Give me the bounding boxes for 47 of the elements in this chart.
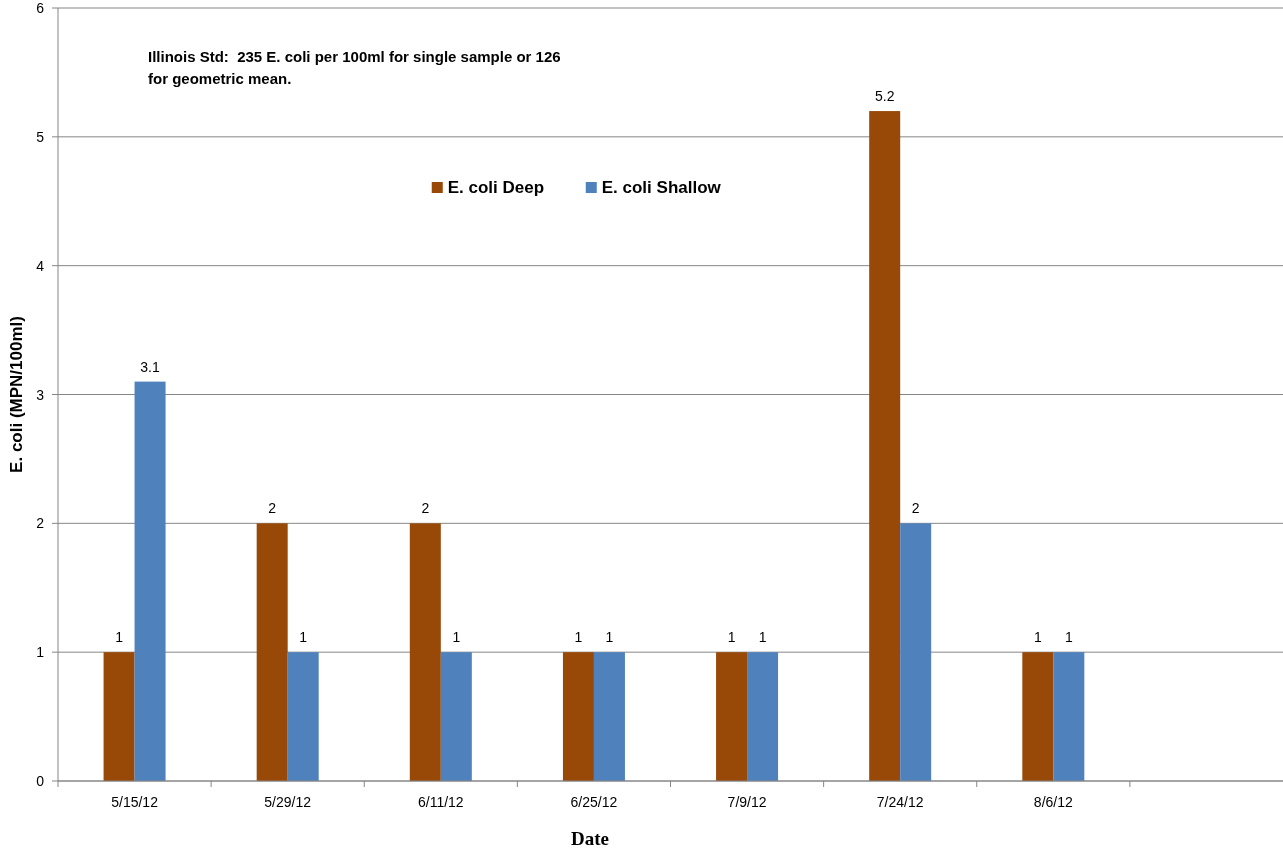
y-tick-label: 5: [36, 128, 45, 145]
legend-label: E. coli Deep: [447, 178, 545, 197]
x-tick-label: 7/9/12: [727, 794, 767, 810]
data-label: 3.1: [140, 358, 160, 375]
x-axis-title: Date: [571, 828, 609, 849]
y-tick-label: 1: [36, 644, 45, 661]
bar: [409, 523, 441, 781]
x-tick-label: 6/25/12: [570, 794, 618, 810]
y-tick-label: 3: [36, 386, 45, 403]
bar: [1053, 652, 1085, 781]
y-tick-label: 0: [36, 773, 45, 789]
bar: [562, 652, 594, 781]
y-tick-label: 4: [36, 257, 45, 274]
bar: [256, 523, 288, 781]
data-label: 2: [268, 500, 277, 517]
data-label: 1: [299, 629, 308, 646]
data-label: 5.2: [874, 88, 895, 105]
data-label: 2: [421, 500, 430, 517]
data-label: 1: [574, 629, 583, 646]
bar: [869, 111, 901, 781]
data-label: 1: [1064, 629, 1073, 646]
y-axis-title: E. coli (MPN/100ml): [7, 316, 26, 473]
bar: [1022, 652, 1054, 781]
legend-label: E. coli Shallow: [601, 178, 722, 197]
annotation: Illinois Std: 235 E. coli per 100ml for single sample or 126 for geometric mean.: [148, 48, 561, 87]
x-tick-label: 5/29/12: [264, 794, 312, 810]
data-label: 1: [605, 629, 614, 646]
bar: [747, 652, 779, 781]
x-tick-label: 7/24/12: [876, 794, 924, 810]
data-label: 2: [911, 500, 920, 517]
bar: [593, 652, 625, 781]
bar: [716, 652, 748, 781]
data-label: 1: [452, 629, 461, 646]
x-tick-label: 5/15/12: [111, 794, 159, 810]
data-label: 1: [115, 629, 124, 646]
bar: [900, 523, 932, 781]
x-tick-label: 6/11/12: [417, 794, 464, 810]
bar: [134, 381, 166, 781]
bar: [287, 652, 319, 781]
x-tick-label: 8/6/12: [1033, 794, 1073, 810]
bar: [440, 652, 472, 781]
data-label: 1: [1033, 629, 1042, 646]
data-label: 1: [727, 629, 736, 646]
data-label: 1: [758, 629, 767, 646]
y-tick-label: 6: [36, 0, 45, 16]
bar: [103, 652, 135, 781]
y-tick-label: 2: [36, 515, 45, 532]
